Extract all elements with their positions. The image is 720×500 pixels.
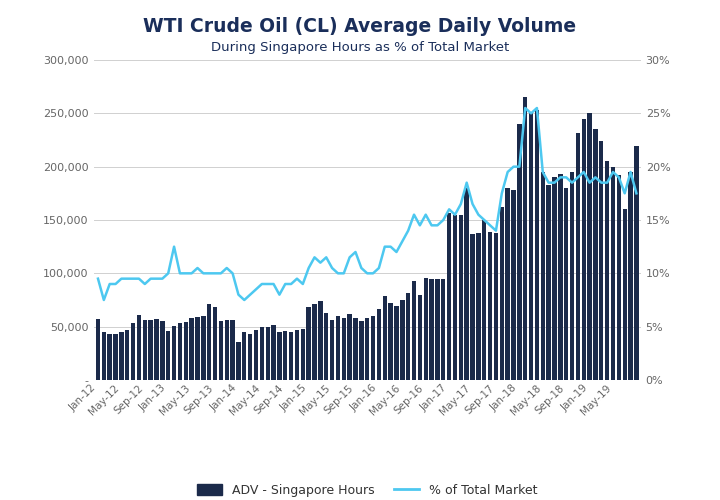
Text: WTI Crude Oil (CL) Average Daily Volume: WTI Crude Oil (CL) Average Daily Volume [143,18,577,36]
Bar [184,322,188,380]
Bar [166,331,171,380]
Bar [354,318,358,380]
Bar [248,334,252,380]
Bar [242,332,246,380]
Bar [189,318,194,380]
Bar [195,317,199,380]
Bar [429,278,433,380]
Bar [517,124,521,380]
Bar [470,234,474,380]
Bar [102,332,106,380]
Bar [107,334,112,380]
Bar [131,324,135,380]
Bar [178,324,182,380]
Bar [558,174,562,380]
Bar [113,334,118,380]
Bar [599,141,603,380]
Bar [634,146,639,380]
Bar [236,342,240,380]
Bar [301,329,305,380]
Bar [418,294,422,380]
Bar [406,292,410,380]
Text: During Singapore Hours as % of Total Market: During Singapore Hours as % of Total Mar… [211,41,509,54]
Bar [412,281,416,380]
Bar [330,320,334,380]
Bar [201,316,205,380]
Bar [277,332,282,380]
Bar [482,220,487,380]
Bar [582,118,586,380]
Bar [294,330,300,380]
Bar [511,190,516,380]
Bar [230,320,235,380]
Bar [96,319,100,380]
Bar [324,313,328,380]
Bar [570,172,575,380]
Bar [552,178,557,380]
Bar [623,210,627,380]
Bar [576,132,580,380]
Bar [125,330,130,380]
Bar [505,188,510,380]
Bar [120,332,124,380]
Bar [382,296,387,380]
Bar [423,278,428,380]
Bar [348,314,352,380]
Bar [219,322,223,380]
Bar [629,172,633,380]
Bar [605,162,609,380]
Bar [318,301,323,380]
Bar [459,214,463,380]
Bar [172,326,176,380]
Bar [464,188,469,380]
Bar [488,232,492,380]
Bar [377,308,381,380]
Bar [447,212,451,380]
Bar [441,278,446,380]
Bar [371,316,375,380]
Bar [500,207,504,380]
Bar [148,320,153,380]
Bar [529,114,534,380]
Bar [453,214,457,380]
Bar [564,188,568,380]
Bar [289,332,293,380]
Bar [312,304,317,380]
Bar [395,306,399,380]
Bar [494,233,498,380]
Bar [207,304,212,380]
Bar [283,331,287,380]
Bar [213,308,217,380]
Bar [160,322,165,380]
Bar [593,130,598,380]
Legend: ADV - Singapore Hours, % of Total Market: ADV - Singapore Hours, % of Total Market [192,479,542,500]
Bar [260,326,264,380]
Bar [388,303,393,380]
Bar [254,330,258,380]
Bar [546,185,551,380]
Bar [225,320,229,380]
Bar [266,326,270,380]
Bar [271,324,276,380]
Bar [523,98,528,380]
Bar [359,322,364,380]
Bar [588,114,592,380]
Bar [341,318,346,380]
Bar [611,166,615,380]
Bar [336,316,340,380]
Bar [435,278,440,380]
Bar [541,172,545,380]
Bar [307,308,311,380]
Bar [143,320,147,380]
Bar [535,110,539,380]
Bar [400,300,405,380]
Bar [616,175,621,380]
Bar [137,315,141,380]
Bar [365,318,369,380]
Bar [154,319,158,380]
Bar [476,233,480,380]
